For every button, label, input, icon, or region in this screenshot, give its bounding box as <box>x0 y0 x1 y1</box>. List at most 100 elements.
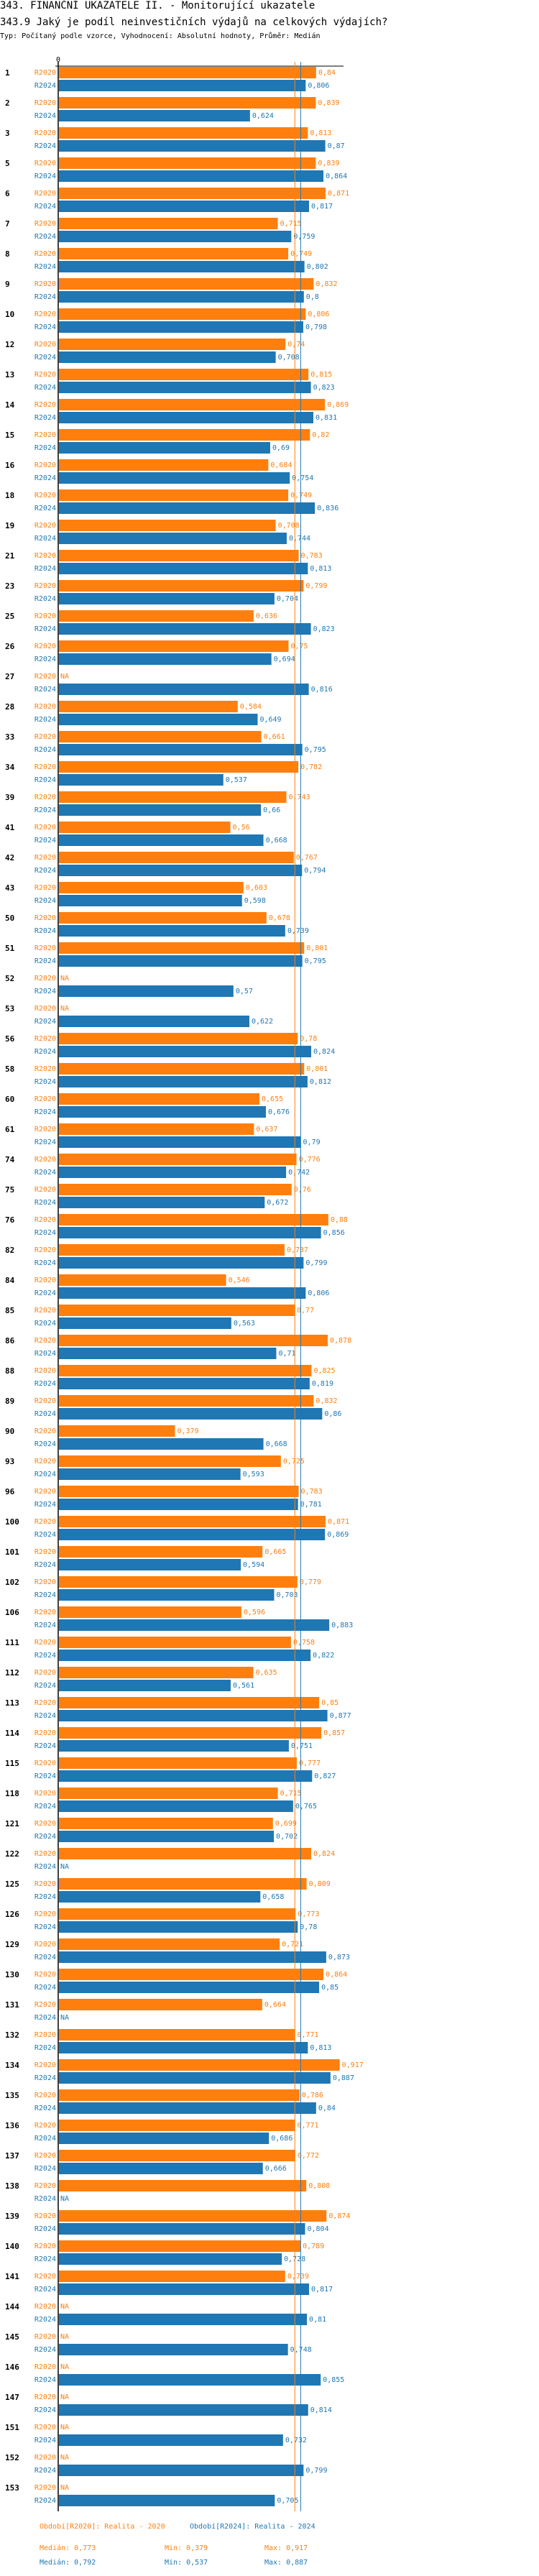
value-label: 0,789 <box>303 2242 324 2250</box>
series-label: R2020 <box>34 944 56 952</box>
series-label: R2024 <box>34 1108 56 1116</box>
bar-r2024 <box>59 1619 330 1631</box>
summary-r2020-max: Max: 0,917 <box>264 2544 308 2552</box>
bar-r2020 <box>59 942 305 954</box>
value-label: 0,379 <box>177 1427 198 1435</box>
category-label: 82 <box>5 1246 14 1255</box>
bar-r2020 <box>59 308 306 320</box>
category-label: 93 <box>5 1457 14 1466</box>
series-label: R2024 <box>34 1289 56 1297</box>
value-label: 0,676 <box>268 1108 290 1116</box>
value-label: 0,594 <box>243 1561 264 1569</box>
bar-r2020 <box>59 1637 291 1648</box>
value-label: 0,832 <box>315 1397 337 1405</box>
value-label: 0,817 <box>311 2286 333 2294</box>
bar-r2020 <box>59 1335 328 1346</box>
bar-r2024 <box>59 2374 321 2386</box>
bar-r2020 <box>59 1848 312 1859</box>
bar-r2020 <box>59 822 231 833</box>
category-label: 90 <box>5 1427 14 1436</box>
summary-r2020-min: Min: 0,379 <box>165 2544 208 2552</box>
category-label: 28 <box>5 702 14 712</box>
bar-r2020 <box>59 489 289 501</box>
category-label: 15 <box>5 431 14 440</box>
bar-r2024 <box>59 2495 275 2506</box>
category-label: 113 <box>5 1698 19 1708</box>
bar-r2024 <box>59 472 290 484</box>
bar-r2020 <box>59 1184 292 1195</box>
value-label: 0,825 <box>313 1367 335 1375</box>
bar-r2024 <box>59 834 264 846</box>
value-label: 0,806 <box>308 82 329 90</box>
bar-r2024 <box>59 502 315 514</box>
bar-r2024 <box>59 1227 321 1238</box>
series-label: R2024 <box>34 2376 56 2384</box>
series-label: R2024 <box>34 806 56 814</box>
bar-r2020 <box>59 1123 254 1135</box>
value-label: 0,874 <box>328 2212 350 2220</box>
bar-r2024 <box>59 2163 263 2174</box>
series-label: R2020 <box>34 1367 56 1375</box>
value-label: 0,864 <box>326 1971 347 1979</box>
bar-r2020 <box>59 1425 175 1437</box>
category-label: 3 <box>5 129 10 138</box>
bar-r2024 <box>59 231 292 242</box>
value-label: 0,804 <box>308 2225 329 2233</box>
value-label: 0,751 <box>291 1742 313 1750</box>
value-label: 0,869 <box>327 1531 349 1539</box>
series-label: R2024 <box>34 1259 56 1267</box>
bar-r2020 <box>59 1969 324 1980</box>
value-label: 0,546 <box>229 1276 250 1284</box>
category-label: 126 <box>5 1910 19 1919</box>
bar-r2020 <box>59 339 286 350</box>
series-label: R2024 <box>34 2255 56 2263</box>
category-label: 7 <box>5 219 10 229</box>
bar-r2020 <box>59 2089 300 2101</box>
bar-r2024 <box>59 2223 305 2235</box>
bar-r2020 <box>59 1938 280 1950</box>
category-label: 106 <box>5 1608 19 1617</box>
bar-r2024 <box>59 2434 283 2446</box>
series-label: R2024 <box>34 1078 56 1086</box>
series-label: R2020 <box>34 2273 56 2281</box>
series-label: R2024 <box>34 172 56 180</box>
series-label: R2020 <box>34 1246 56 1254</box>
category-label: 43 <box>5 883 14 893</box>
series-label: R2020 <box>34 1427 56 1435</box>
value-label: 0,658 <box>262 1893 284 1901</box>
na-label: NA <box>60 2303 69 2311</box>
series-label: R2020 <box>34 129 56 137</box>
category-label: 135 <box>5 2091 19 2100</box>
category-label: 34 <box>5 763 15 772</box>
series-label: R2020 <box>34 310 56 318</box>
series-label: R2024 <box>34 1652 56 1660</box>
value-label: 0,795 <box>305 746 326 754</box>
value-label: 0,823 <box>313 384 335 392</box>
series-label: R2020 <box>34 2242 56 2250</box>
value-label: 0,603 <box>246 884 267 892</box>
bar-r2020 <box>59 67 316 78</box>
category-label: 129 <box>5 1940 19 1949</box>
value-label: 0,864 <box>326 172 347 180</box>
category-label: 100 <box>5 1517 19 1527</box>
bar-r2020 <box>59 1395 314 1407</box>
category-label: 19 <box>5 521 14 530</box>
bar-r2020 <box>59 1576 298 1588</box>
bar-r2024 <box>59 1951 326 1963</box>
bar-r2024 <box>59 714 258 725</box>
series-label: R2024 <box>34 1501 56 1509</box>
bar-r2024 <box>59 1680 231 1691</box>
series-label: R2024 <box>34 384 56 392</box>
series-label: R2024 <box>34 2014 56 2022</box>
category-label: 2 <box>5 98 10 108</box>
series-label: R2020 <box>34 99 56 107</box>
bar-r2020 <box>59 1999 262 2010</box>
bar-r2024 <box>59 170 324 182</box>
bar-r2020 <box>59 248 289 259</box>
bar-r2024 <box>59 1499 298 1510</box>
series-label: R2024 <box>34 2467 56 2475</box>
series-label: R2020 <box>34 1548 56 1556</box>
bar-r2024 <box>59 2283 310 2295</box>
na-label: NA <box>60 975 69 983</box>
